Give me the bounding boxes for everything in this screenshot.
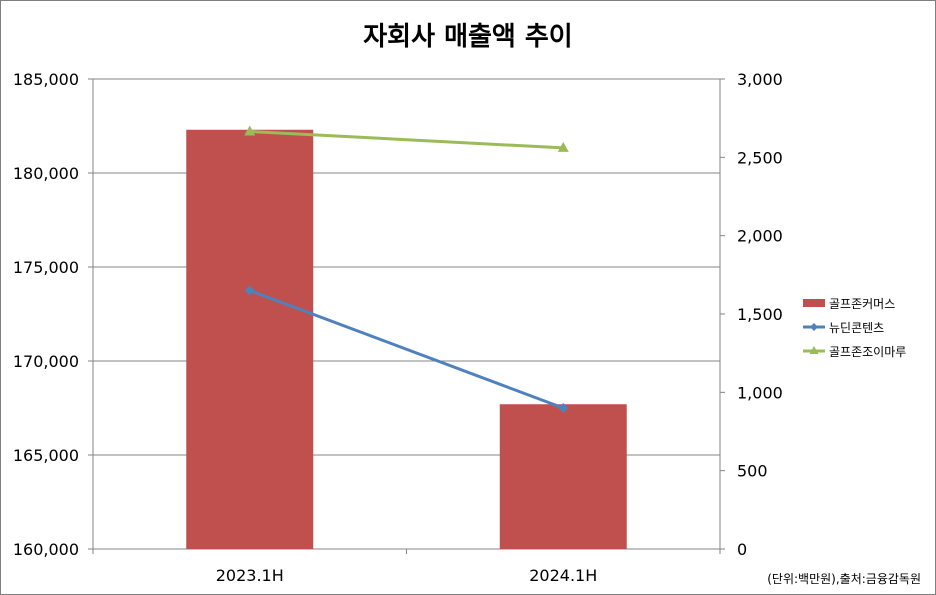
legend-label: 골프존커머스 <box>829 297 895 311</box>
left-axis-tick-label: 175,000 <box>13 258 79 277</box>
legend-label: 뉴딘콘텐츠 <box>829 321 884 335</box>
legend-swatch <box>803 299 825 307</box>
point-뉴딘콘텐츠-2024.1H <box>558 403 569 413</box>
right-axis-tick-label: 500 <box>737 462 768 481</box>
right-axis-tick-label: 2,000 <box>737 227 783 246</box>
line-골프존조이마루 <box>249 129 564 150</box>
right-axis-tick-label: 2,500 <box>737 148 783 167</box>
point-뉴딘콘텐츠-2023.1H <box>244 285 255 296</box>
right-axis-tick-label: 1,500 <box>737 305 783 324</box>
bar-layer <box>186 129 627 549</box>
left-axis-tick-label: 180,000 <box>13 164 79 183</box>
legend-marker <box>809 346 819 354</box>
chart-title: 자회사 매출액 추이 <box>363 22 572 52</box>
source-note: (단위:백만원),출처:금융감독원 <box>767 572 921 586</box>
right-axis-tick-label: 0 <box>737 540 747 559</box>
bar-골프존커머스-2024.1H <box>499 404 627 549</box>
legend-item-골프존조이마루: 골프존조이마루 <box>803 345 906 359</box>
left-axis-tick-label: 160,000 <box>13 540 79 559</box>
bar-골프존커머스-2023.1H <box>186 129 314 549</box>
left-axis-tick-label: 165,000 <box>13 446 79 465</box>
legend-item-뉴딘콘텐츠: 뉴딘콘텐츠 <box>803 321 884 335</box>
left-axis-tick-label: 170,000 <box>13 352 79 371</box>
x-axis-tick-label: 2024.1H <box>529 566 597 585</box>
legend-marker <box>810 323 818 331</box>
x-axis-tick-label: 2023.1H <box>216 566 284 585</box>
point-골프존조이마루-2024.1H <box>557 141 569 152</box>
right-axis-tick-label: 1,000 <box>737 383 783 402</box>
left-axis-tick-label: 185,000 <box>13 70 79 89</box>
legend-item-골프존커머스: 골프존커머스 <box>803 297 895 311</box>
line-layer <box>244 125 569 413</box>
point-골프존조이마루-2023.1H <box>244 125 256 136</box>
right-axis-tick-label: 3,000 <box>737 70 783 89</box>
line-뉴딘콘텐츠 <box>249 289 564 410</box>
legend-label: 골프존조이마루 <box>829 345 906 359</box>
axis-layer: 160,000 165,000 170,000 175,000 180,000 185,0… <box>13 70 783 585</box>
